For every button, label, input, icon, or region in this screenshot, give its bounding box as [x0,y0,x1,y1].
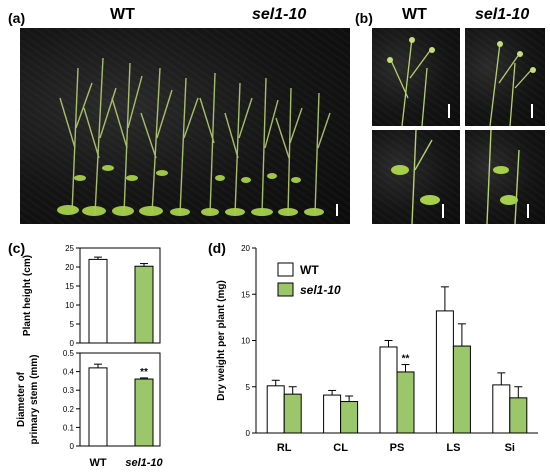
panel-a-scale-bar [336,204,338,216]
x-category-label: RL [277,442,292,454]
panel-a-plant-photo [20,28,350,224]
y-tick-label: 10 [65,301,74,310]
y-tick-label: 0.5 [63,349,75,358]
bar-mutant [134,378,154,447]
y-tick-label: 15 [65,282,74,291]
bar-ps-wt [379,346,398,434]
panel-b-mutant-bottom-scale-bar [527,204,529,218]
y-axis-label: Dry weight per plant (mg) [216,280,227,401]
panel-a-label: (a) [8,10,26,26]
panel-b-wt-heading: WT [402,6,427,23]
bar-rl-wt [266,385,285,434]
x-category-label: WT [89,457,106,469]
panel-b-label: (b) [355,10,373,26]
x-category-label: LS [446,442,460,454]
x-category-label: PS [390,442,405,454]
y-axis-label: Diameter of [16,371,27,427]
panel-b-mutant-heading: sel1-10 [475,6,530,23]
panel-a-wt-heading: WT [110,6,135,23]
y-tick-label: 20 [65,263,74,272]
panel-b-wt-top-photo [372,28,460,126]
bar-ls-wt [435,310,454,434]
y-tick-label: 0 [246,429,251,438]
panel-c-label: (c) [8,240,26,256]
panel-b-wt-top-scale-bar [448,104,450,118]
panel-a-plants-illustration [57,57,331,216]
bar-rl-mutant [283,393,302,434]
significance-label: ** [140,367,148,378]
panel-b-mutant-bottom-photo [465,130,545,224]
panel-c-chart: 0 5 10 15 20 25 Plant height (cm) 0 0.1 0.2 0.3 0.4… [16,244,164,469]
bar-si-mutant [509,397,528,434]
panel-a-mutant-heading: sel1-10 [252,6,307,23]
y-tick-label: 0.1 [63,423,75,432]
bar-wt [88,367,108,447]
panel-c-frame [79,247,161,344]
x-category-label: sel1-10 [125,457,163,469]
y-tick-label: 0 [70,339,75,348]
y-tick-label: 5 [246,383,251,392]
y-tick-label: 5 [70,320,75,329]
bar-si-wt [492,384,511,434]
bar-ls-mutant [452,345,471,434]
bar-cl-wt [323,394,342,434]
bar-wt [88,258,108,344]
panel-b-mutant-top-photo [465,28,545,126]
y-axis-label: primary stem (mm) [29,354,40,444]
bar-mutant [134,265,154,344]
legend-swatch [277,262,294,277]
y-tick-label: 0.3 [63,386,75,395]
y-tick-label: 0.4 [63,368,75,377]
x-category-label: Si [505,442,515,454]
bar-cl-mutant [340,401,359,434]
panel-b-mutant-top-scale-bar [531,104,533,118]
y-tick-label: 0.2 [63,405,75,414]
x-category-label: CL [333,442,348,454]
legend-swatch [277,282,294,297]
bar-ps-mutant [396,371,415,434]
y-tick-label: 0 [70,442,75,451]
y-axis-label: Plant height (cm) [22,255,33,336]
legend-label: WT [300,263,319,277]
panel-b-wt-bottom-scale-bar [442,204,444,218]
y-tick-label: 25 [65,244,74,253]
panel-d-label: (d) [208,240,226,256]
y-tick-label: 15 [241,290,250,299]
panel-c-frame [79,352,161,447]
panel-d-chart: 0 5 10 15 20 Dry weight per plant (mg) RL CL ** P… [216,244,538,454]
significance-label: ** [402,354,410,365]
panel-b-wt-bottom-photo [372,130,460,224]
y-tick-label: 20 [241,244,250,253]
legend-label: sel1-10 [300,283,341,297]
y-tick-label: 10 [241,337,250,346]
